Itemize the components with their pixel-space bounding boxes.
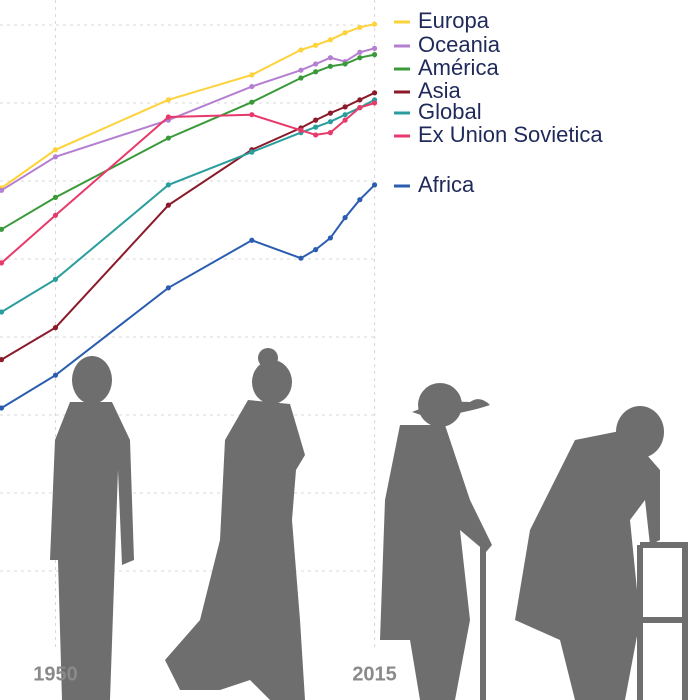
- point: [313, 124, 319, 130]
- point: [342, 104, 348, 110]
- point: [52, 154, 59, 160]
- point: [298, 127, 304, 133]
- point: [342, 61, 348, 67]
- point: [313, 117, 319, 123]
- point: [313, 69, 319, 75]
- point: [357, 97, 363, 103]
- point: [52, 372, 59, 378]
- point: [342, 117, 348, 123]
- point: [298, 75, 304, 81]
- point: [249, 237, 255, 243]
- point: [313, 61, 319, 67]
- legend-label: América: [418, 55, 499, 80]
- series-line: [0, 102, 375, 264]
- point: [327, 130, 333, 136]
- point: [0, 260, 5, 266]
- series-line: [0, 23, 375, 189]
- point: [165, 135, 171, 141]
- point: [371, 52, 378, 58]
- point: [298, 255, 304, 261]
- series-line: [0, 98, 376, 313]
- series-line: [0, 184, 376, 409]
- point: [357, 24, 363, 30]
- point: [357, 49, 363, 55]
- point: [0, 357, 5, 363]
- point: [249, 72, 255, 78]
- point: [298, 67, 304, 73]
- point: [357, 55, 363, 61]
- point: [298, 47, 304, 53]
- x-tick-label: 2015: [352, 663, 397, 685]
- series-line: [0, 91, 376, 361]
- point: [371, 21, 378, 27]
- silhouettes: [50, 348, 688, 700]
- legend-label: Africa: [418, 172, 475, 197]
- point: [249, 112, 255, 118]
- point: [165, 182, 171, 188]
- legend-label: Asia: [418, 78, 462, 103]
- point: [0, 405, 5, 411]
- point: [313, 247, 319, 253]
- series-line: [0, 53, 375, 231]
- point: [52, 212, 59, 218]
- point: [342, 215, 348, 221]
- point: [249, 99, 255, 105]
- point: [0, 226, 5, 232]
- point: [327, 63, 333, 69]
- point: [249, 83, 255, 90]
- legend-label: Oceania: [418, 32, 501, 57]
- point: [313, 42, 319, 48]
- point: [357, 105, 363, 111]
- legend-label: Europa: [418, 8, 490, 33]
- point: [371, 182, 378, 188]
- point: [371, 100, 378, 106]
- point: [342, 112, 348, 118]
- point: [165, 285, 171, 291]
- point: [52, 194, 59, 200]
- point: [52, 276, 59, 282]
- legend-label: Ex Union Sovietica: [418, 122, 603, 147]
- point: [327, 119, 333, 125]
- point: [371, 90, 378, 96]
- point: [165, 97, 171, 103]
- point: [165, 202, 171, 208]
- point: [357, 197, 363, 203]
- x-tick-label: 1950: [33, 663, 78, 685]
- point: [327, 55, 333, 61]
- point: [327, 37, 333, 43]
- point: [327, 110, 333, 116]
- point: [342, 30, 348, 36]
- point: [52, 147, 59, 153]
- series-line: [0, 47, 375, 192]
- point: [0, 187, 5, 193]
- point: [165, 114, 171, 120]
- point: [249, 149, 255, 155]
- point: [371, 45, 378, 51]
- legend-label: Global: [418, 99, 482, 124]
- point: [52, 325, 59, 331]
- point: [313, 132, 319, 138]
- point: [0, 309, 5, 315]
- point: [327, 235, 333, 241]
